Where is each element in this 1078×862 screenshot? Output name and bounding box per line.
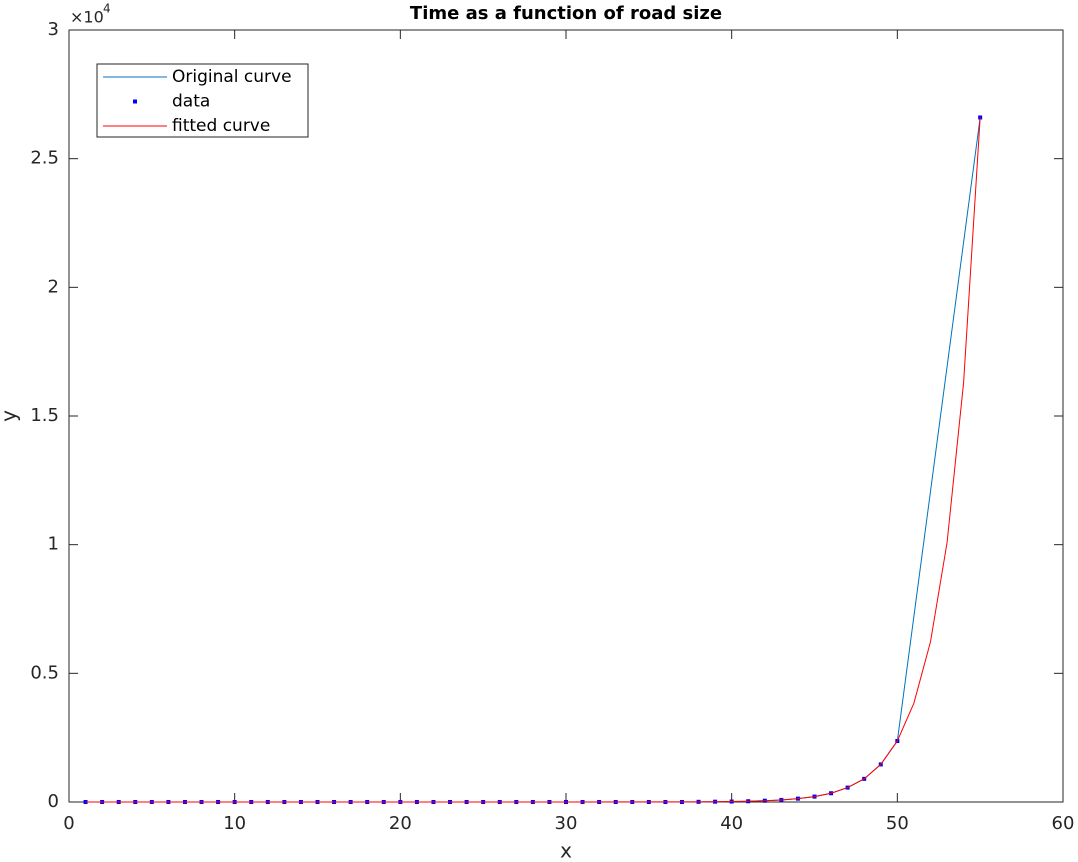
series-line	[85, 117, 981, 803]
y-tick-label: 3	[48, 19, 59, 40]
legend-marker	[133, 99, 137, 104]
legend-label: Original curve	[172, 67, 292, 87]
legend-label: data	[172, 92, 210, 112]
plot-area	[68, 29, 1064, 803]
y-tick-label: 0	[48, 791, 59, 812]
x-tick-label: 40	[720, 813, 743, 834]
chart-title: Time as a function of road size	[410, 3, 722, 24]
legend-box	[96, 63, 309, 138]
y-tick-label: 1	[48, 534, 59, 555]
x-tick-label: 50	[886, 813, 909, 834]
y-tick-label: 0.5	[30, 662, 59, 683]
x-tick-label: 30	[555, 813, 578, 834]
x-tick-label: 60	[1052, 813, 1075, 834]
y-tick-label: 2	[48, 276, 59, 297]
y-tick-label: 2.5	[30, 148, 59, 169]
legend-label: fitted curve	[172, 116, 270, 136]
y-multiplier-exponent: 4	[103, 2, 111, 16]
x-tick-label: 20	[389, 813, 412, 834]
x-tick-label: 10	[223, 813, 246, 834]
y-multiplier: ×10	[70, 8, 104, 27]
y-tick-label: 1.5	[30, 405, 59, 426]
x-tick-label: 0	[63, 813, 74, 834]
y-axis-label: y	[0, 410, 21, 422]
x-axis-label: x	[560, 839, 572, 862]
